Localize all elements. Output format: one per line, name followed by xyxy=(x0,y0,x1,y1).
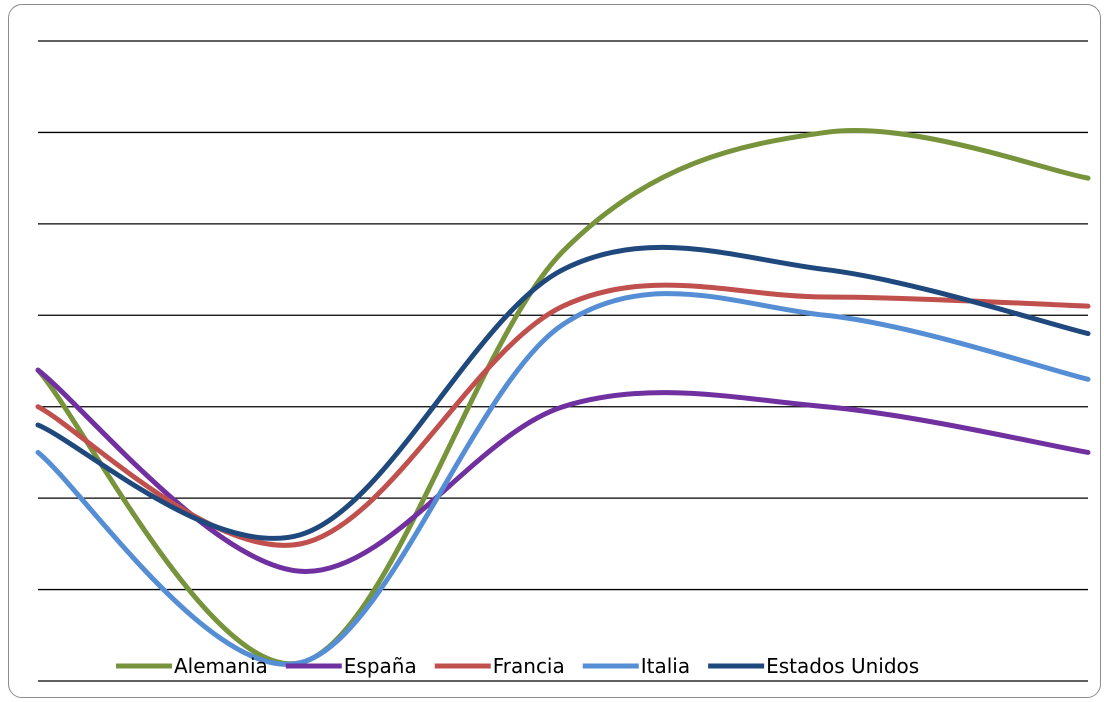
legend-label: Francia xyxy=(493,654,565,678)
legend-label: Estados Unidos xyxy=(766,654,919,678)
series-line-españa xyxy=(35,367,1091,574)
legend: Alemania España Francia Italia Estados Unido… xyxy=(116,654,919,678)
gridlines xyxy=(38,40,1088,682)
legend-label: España xyxy=(344,654,417,678)
legend-item: Alemania xyxy=(116,654,268,678)
series-lines xyxy=(35,128,1091,667)
series-line-italia xyxy=(35,291,1091,667)
legend-item: España xyxy=(285,654,417,678)
series-line-alemania xyxy=(35,128,1091,667)
legend-item: Italia xyxy=(582,654,690,678)
legend-item: Francia xyxy=(434,654,565,678)
legend-item: Estados Unidos xyxy=(708,654,919,678)
legend-label: Italia xyxy=(641,654,690,678)
legend-label: Alemania xyxy=(174,654,268,678)
chart-area xyxy=(8,4,1101,698)
series-line-estados-unidos xyxy=(35,244,1091,541)
